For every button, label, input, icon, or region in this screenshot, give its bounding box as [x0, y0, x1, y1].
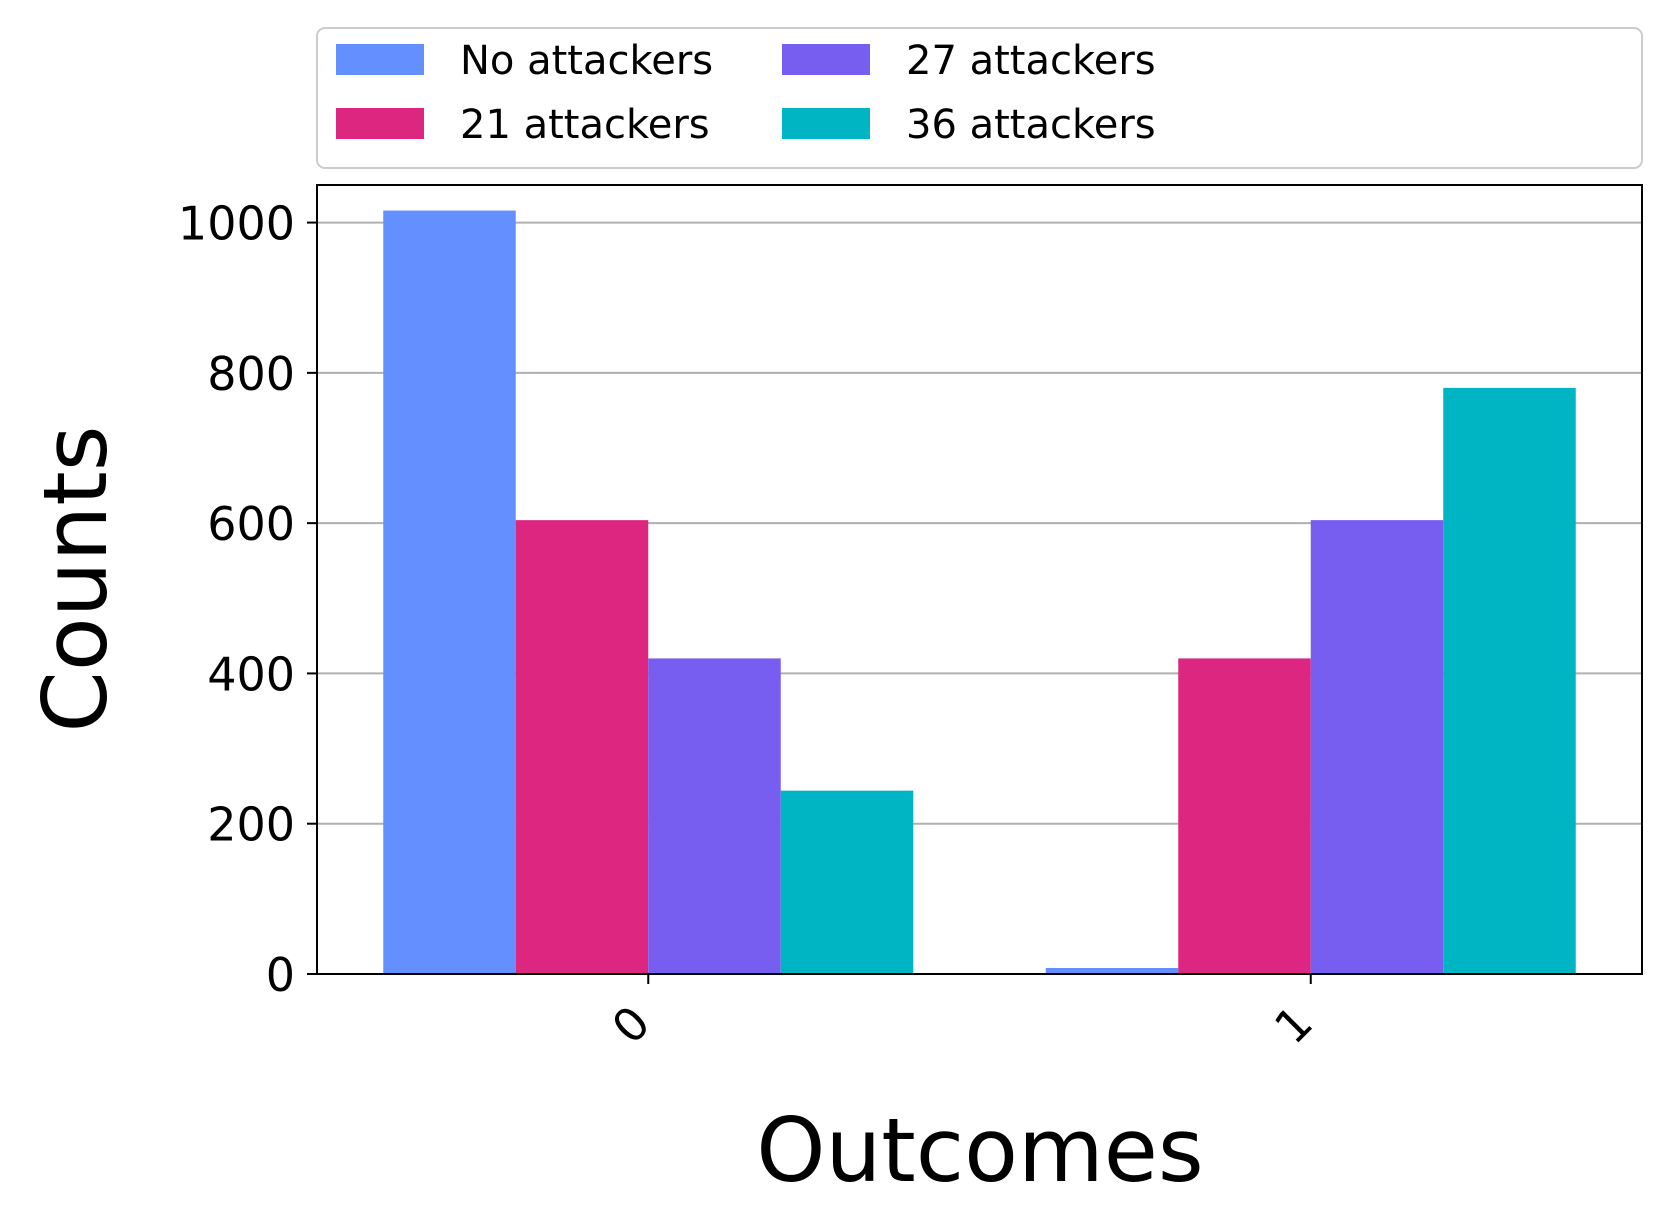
x-tick-label: 1	[1264, 995, 1323, 1054]
legend-swatch-27-attackers	[782, 44, 870, 75]
x-axis-title: Outcomes	[756, 1099, 1203, 1202]
legend-swatch-36-attackers	[782, 108, 870, 139]
y-axis-title: Counts	[24, 425, 127, 732]
bar-36-attackers-outcome-0	[780, 790, 914, 974]
y-tick-label: 1000	[178, 197, 295, 251]
legend-box	[316, 27, 1643, 169]
bar-27-attackers-outcome-0	[648, 658, 781, 974]
bar-27-attackers-outcome-1	[1310, 520, 1444, 974]
legend: No attackers 21 attackers 27 attackers 36 a…	[316, 27, 1643, 169]
bar-no-attackers-outcome-1	[1045, 967, 1179, 974]
legend-label-27-attackers: 27 attackers	[906, 38, 1156, 84]
y-tick-label: 400	[207, 647, 295, 701]
bars	[383, 210, 1576, 974]
legend-label-no-attackers: No attackers	[460, 38, 713, 84]
legend-label-36-attackers: 36 attackers	[906, 102, 1156, 148]
y-tick-label: 600	[207, 497, 295, 551]
legend-label-21-attackers: 21 attackers	[460, 102, 710, 148]
x-tick-label: 0	[601, 995, 660, 1054]
y-tick-label: 0	[266, 948, 295, 1002]
bar-21-attackers-outcome-1	[1178, 658, 1311, 974]
y-tick-label: 200	[207, 798, 295, 852]
bar-no-attackers-outcome-0	[383, 210, 516, 974]
y-tick-label: 800	[207, 347, 295, 401]
legend-swatch-21-attackers	[336, 108, 424, 139]
bar-36-attackers-outcome-1	[1443, 387, 1576, 974]
bar-21-attackers-outcome-0	[515, 520, 649, 974]
legend-swatch-no-attackers	[336, 44, 424, 75]
axes-frame	[316, 184, 1643, 975]
